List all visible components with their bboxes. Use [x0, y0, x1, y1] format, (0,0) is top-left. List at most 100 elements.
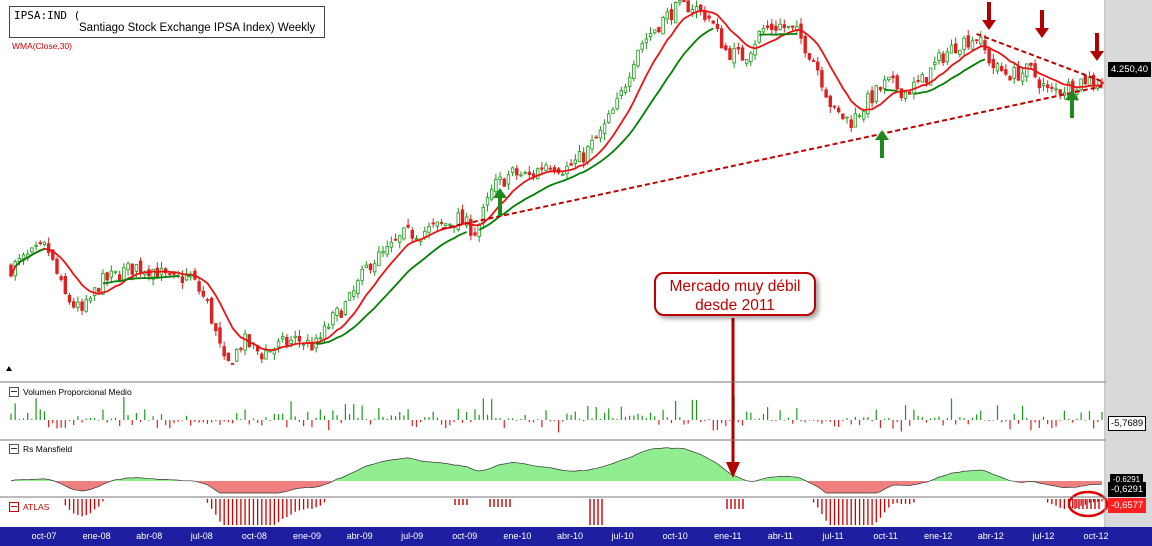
x-tick-label: oct-12 [1083, 531, 1109, 541]
atlas-label-text: ATLAS [23, 502, 50, 512]
x-tick-label: oct-09 [452, 531, 478, 541]
candle-body [644, 38, 649, 44]
atlas-highlight-circle [1067, 490, 1109, 518]
candle-body [109, 270, 114, 278]
candle-body [1016, 66, 1021, 81]
candle-body [151, 268, 155, 280]
candle-body [878, 87, 883, 90]
volume-panel-label[interactable]: Volumen Proporcional Medio [9, 387, 132, 397]
candle-body [749, 52, 753, 63]
candle-body [281, 336, 285, 340]
candle-body [782, 24, 787, 29]
candle-body [63, 275, 68, 295]
candle-body [653, 29, 657, 34]
x-tick-label: jul-09 [401, 531, 424, 541]
candle-body [197, 281, 201, 292]
candle-body [531, 173, 536, 177]
candle-body [1058, 89, 1062, 95]
candle-body [999, 66, 1004, 71]
collapse-triangle-icon[interactable] [6, 366, 12, 371]
candle-body [1079, 78, 1083, 90]
resistance-trendline [976, 33, 1103, 83]
candle-body [811, 60, 816, 62]
support-trendline [441, 85, 1103, 230]
collapse-icon[interactable] [9, 387, 19, 397]
candle-body [130, 263, 134, 275]
candle-body [439, 222, 444, 224]
candle-body [473, 232, 477, 236]
candle-body [1004, 69, 1008, 75]
candle-body [67, 294, 72, 303]
candle-body [498, 176, 502, 181]
x-tick-label: oct-07 [31, 531, 57, 541]
atlas-panel-label[interactable]: ATLAS [9, 502, 49, 512]
right-axis-strip [1106, 0, 1152, 527]
candle-body [761, 28, 766, 33]
x-tick-label: oct-10 [662, 531, 688, 541]
candle-body [322, 325, 327, 340]
candle-body [88, 297, 93, 302]
collapse-icon[interactable] [9, 502, 19, 512]
candle-body [962, 37, 966, 50]
candle-body [573, 159, 578, 164]
candle-body [586, 146, 590, 163]
candle-body [410, 229, 414, 239]
wma-green-line [759, 32, 797, 36]
candle-body [490, 188, 494, 200]
candle-body [744, 59, 749, 64]
candle-body [339, 310, 343, 318]
candle-body [544, 164, 548, 171]
x-tick-label: abr-10 [556, 531, 584, 541]
candle-body [209, 297, 214, 324]
candle-body [945, 51, 950, 63]
candle-body [581, 152, 586, 163]
candle-body [619, 90, 623, 96]
candle-body [168, 273, 172, 275]
collapse-icon[interactable] [9, 444, 19, 454]
candle-body [17, 258, 22, 262]
candle-body [122, 267, 126, 281]
candle-body [836, 107, 841, 113]
atlas-value-tag: -0,6577 [1108, 498, 1147, 513]
candle-body [615, 98, 619, 110]
candle-body [1012, 67, 1016, 79]
price-panel [9, 0, 1104, 365]
candle-body [561, 173, 565, 176]
candle-body [920, 74, 924, 83]
candle-body [381, 250, 385, 254]
candle-body [519, 174, 523, 177]
candle-body [891, 75, 895, 79]
candle-body [732, 48, 736, 64]
candle-body [222, 346, 226, 357]
candle-body [402, 227, 406, 240]
mansfield-panel-label[interactable]: Rs Mansfield [9, 444, 72, 454]
candle-body [80, 301, 84, 311]
candle-body [431, 222, 435, 225]
candle-body [364, 264, 369, 268]
x-tick-label: abr-11 [767, 531, 794, 541]
candle-body [678, 0, 682, 4]
candle-body [611, 109, 615, 114]
callout-box: Mercado muy débil desde 2011 [654, 272, 816, 316]
candle-body [753, 44, 757, 56]
chart-canvas [0, 0, 1109, 527]
candle-body [326, 326, 331, 329]
candle-body [510, 167, 515, 173]
candle-body [1100, 81, 1104, 85]
candle-body [540, 167, 544, 170]
x-tick-label: oct-11 [873, 531, 898, 541]
candle-body [205, 299, 210, 302]
candle-body [845, 116, 849, 119]
candle-body [414, 237, 419, 240]
candle-body [9, 264, 13, 277]
candle-body [38, 242, 42, 244]
candle-body [949, 44, 954, 54]
candle-body [991, 59, 996, 69]
candle-body [347, 292, 352, 301]
mansfield-positive-area [11, 447, 1102, 481]
candle-body [477, 224, 481, 237]
candle-body [970, 40, 975, 50]
candle-body [1045, 84, 1050, 88]
atlas-panel [64, 499, 1103, 525]
candle-body [352, 290, 356, 297]
